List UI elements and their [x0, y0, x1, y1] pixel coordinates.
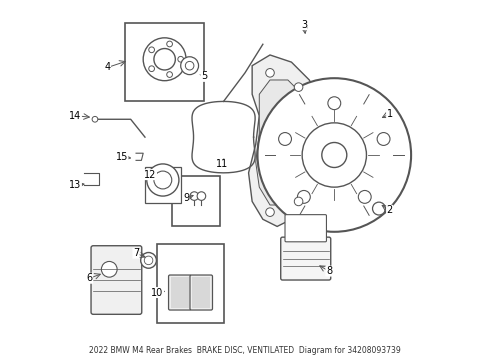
FancyBboxPatch shape — [281, 237, 331, 280]
Circle shape — [294, 197, 303, 206]
Circle shape — [266, 68, 274, 77]
Text: 10: 10 — [151, 288, 164, 297]
Circle shape — [92, 116, 98, 122]
Bar — [157, 244, 223, 323]
Circle shape — [167, 72, 172, 77]
FancyBboxPatch shape — [190, 275, 213, 310]
PathPatch shape — [248, 55, 331, 226]
Bar — [172, 176, 220, 226]
Circle shape — [149, 66, 154, 72]
Bar — [171, 277, 189, 307]
Text: 6: 6 — [87, 273, 93, 283]
Circle shape — [143, 38, 186, 81]
Text: 4: 4 — [104, 63, 111, 72]
Text: 14: 14 — [69, 111, 81, 121]
Text: 8: 8 — [326, 266, 332, 276]
Circle shape — [322, 143, 347, 167]
FancyBboxPatch shape — [169, 275, 191, 310]
Bar — [145, 167, 181, 203]
Circle shape — [185, 62, 194, 70]
FancyBboxPatch shape — [91, 246, 142, 314]
PathPatch shape — [256, 80, 317, 205]
Bar — [125, 23, 204, 102]
Text: 7: 7 — [133, 248, 139, 258]
Text: 15: 15 — [116, 152, 128, 162]
Text: 9: 9 — [183, 193, 189, 203]
Circle shape — [279, 132, 292, 145]
Circle shape — [190, 192, 198, 201]
Text: 11: 11 — [216, 159, 228, 169]
Bar — [192, 277, 210, 307]
Circle shape — [377, 132, 390, 145]
Circle shape — [302, 123, 367, 187]
Circle shape — [147, 164, 179, 196]
Circle shape — [372, 202, 386, 215]
Circle shape — [154, 49, 175, 70]
Circle shape — [181, 57, 198, 75]
Text: 5: 5 — [201, 71, 207, 81]
Circle shape — [141, 252, 156, 268]
Circle shape — [358, 190, 371, 203]
Circle shape — [178, 57, 184, 62]
FancyBboxPatch shape — [285, 215, 326, 242]
Circle shape — [101, 261, 117, 277]
Circle shape — [258, 78, 411, 232]
Circle shape — [197, 192, 206, 201]
Circle shape — [328, 97, 341, 110]
Circle shape — [144, 256, 153, 265]
Circle shape — [149, 47, 154, 53]
Text: 2022 BMW M4 Rear Brakes  BRAKE DISC, VENTILATED  Diagram for 34208093739: 2022 BMW M4 Rear Brakes BRAKE DISC, VENT… — [89, 346, 401, 355]
Circle shape — [167, 41, 172, 47]
Text: 3: 3 — [301, 19, 307, 30]
Text: 12: 12 — [144, 170, 156, 180]
Circle shape — [154, 171, 172, 189]
Circle shape — [266, 208, 274, 216]
Text: 13: 13 — [69, 180, 81, 190]
Circle shape — [297, 190, 310, 203]
Circle shape — [294, 83, 303, 91]
Text: 1: 1 — [387, 109, 393, 119]
Text: 2: 2 — [387, 205, 393, 215]
